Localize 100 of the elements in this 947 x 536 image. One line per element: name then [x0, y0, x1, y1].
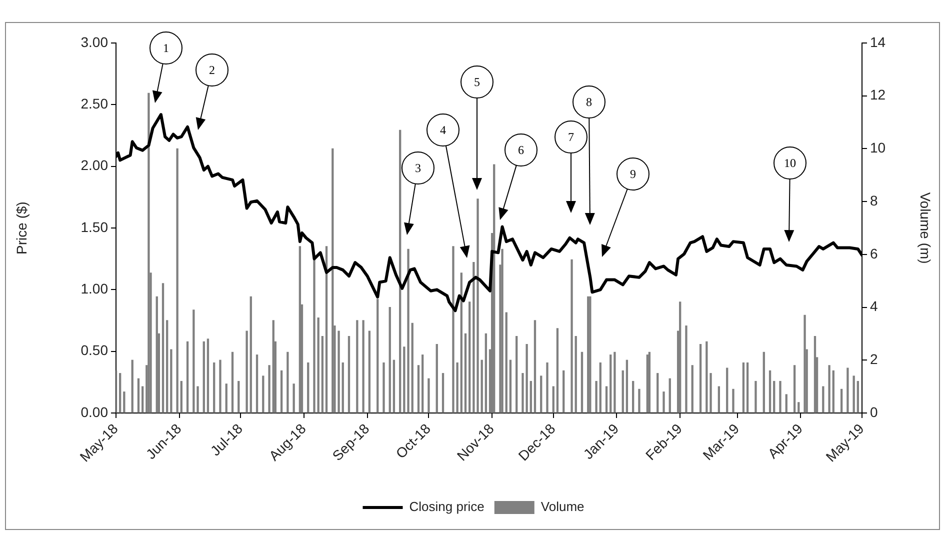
- bar: [505, 312, 508, 413]
- bar: [137, 378, 140, 413]
- bar: [123, 392, 126, 413]
- bar: [648, 352, 651, 413]
- y-tick-label: 2.00: [80, 157, 108, 174]
- bar: [162, 283, 164, 413]
- annotation: 8: [586, 95, 592, 110]
- bar: [754, 380, 757, 413]
- bar: [509, 360, 512, 413]
- bar: [610, 354, 612, 413]
- bar: [587, 296, 590, 413]
- bar: [804, 314, 806, 413]
- y2-tick-label: 6: [870, 245, 878, 262]
- y-tick-label: 0.00: [80, 404, 108, 420]
- bar: [238, 380, 240, 413]
- bar: [392, 360, 396, 413]
- bar: [814, 336, 816, 413]
- bar: [262, 376, 264, 413]
- bar: [679, 302, 682, 413]
- annotation: 6: [518, 143, 524, 158]
- bar: [411, 322, 414, 413]
- bar: [119, 373, 122, 413]
- bar: [589, 296, 592, 413]
- bar: [206, 338, 210, 413]
- bar: [501, 248, 504, 413]
- bar: [225, 384, 228, 413]
- bar: [452, 246, 454, 413]
- bar: [307, 362, 310, 413]
- bar: [852, 376, 855, 413]
- bar: [382, 362, 385, 413]
- bar: [574, 336, 577, 413]
- bar: [202, 341, 205, 413]
- bar: [580, 352, 584, 413]
- bar: [480, 360, 483, 413]
- bar: [656, 373, 659, 413]
- annotation: 4: [440, 123, 446, 138]
- bar: [793, 365, 796, 413]
- bar: [180, 380, 182, 413]
- bar: [632, 380, 634, 413]
- y-tick-label: 0.50: [80, 342, 108, 358]
- bar: [798, 402, 800, 413]
- bar: [622, 370, 624, 413]
- bar: [321, 336, 324, 413]
- y-tick-label: 1.50: [80, 218, 108, 235]
- bar: [599, 362, 602, 413]
- bar: [540, 376, 542, 413]
- y2-tick-label: 8: [870, 192, 878, 208]
- bar: [856, 380, 859, 413]
- bar: [298, 246, 302, 413]
- y2-axis-title: Volume (m): [918, 192, 934, 264]
- bar: [317, 318, 320, 413]
- bar: [256, 354, 258, 413]
- bar: [246, 330, 248, 413]
- bar: [530, 380, 532, 413]
- bar: [638, 388, 640, 413]
- y2-tick-label: 2: [870, 351, 878, 367]
- bar: [668, 378, 671, 413]
- y-axis-title: Price ($): [13, 202, 30, 254]
- bar: [718, 386, 720, 413]
- bar: [828, 365, 830, 413]
- bar: [484, 333, 488, 413]
- bar: [846, 368, 849, 413]
- bar: [368, 330, 371, 413]
- bar: [332, 148, 334, 413]
- bar: [356, 320, 358, 413]
- bar: [407, 248, 410, 413]
- y2-tick-label: 10: [870, 140, 886, 156]
- bar: [526, 344, 528, 413]
- bar: [646, 354, 648, 413]
- bar: [141, 386, 144, 413]
- bar: [131, 360, 134, 413]
- bar: [768, 370, 772, 413]
- bar: [399, 130, 402, 413]
- bar: [148, 92, 150, 413]
- bar: [516, 336, 518, 413]
- annotation: 9: [630, 167, 636, 182]
- y2-tick-label: 0: [870, 404, 878, 420]
- bar: [428, 378, 430, 413]
- annotation: 7: [568, 130, 574, 144]
- bar: [476, 198, 479, 413]
- bar: [213, 362, 216, 413]
- legend-label: Volume: [540, 499, 584, 514]
- bar: [376, 299, 379, 413]
- bar: [272, 320, 274, 413]
- bar: [362, 320, 364, 413]
- bar: [552, 386, 554, 413]
- bar: [605, 386, 608, 413]
- bar: [268, 365, 270, 413]
- bar: [166, 320, 168, 413]
- bar: [732, 388, 734, 413]
- bar: [662, 392, 665, 413]
- bar: [699, 344, 702, 413]
- annotation: 10: [784, 156, 796, 170]
- bar: [570, 259, 573, 413]
- bar: [710, 373, 712, 413]
- bar: [156, 296, 158, 413]
- y2-tick-label: 12: [870, 86, 886, 103]
- bar: [706, 341, 708, 413]
- y-tick-label: 3.00: [80, 34, 108, 50]
- legend-label: Closing price: [409, 499, 484, 514]
